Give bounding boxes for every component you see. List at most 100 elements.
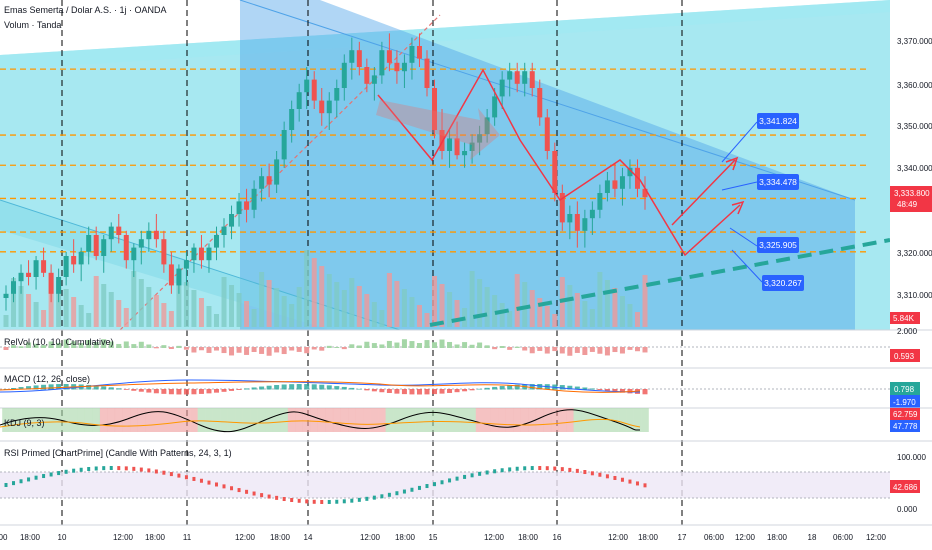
relvol-bar-50 — [379, 344, 385, 348]
kdj-bg-13 — [99, 408, 108, 432]
macd-hist-bar-43 — [326, 385, 332, 390]
relvol-bar-22 — [168, 347, 174, 350]
candle-body-16 — [123, 235, 129, 261]
rsi-candle-44 — [335, 499, 339, 504]
relvol-bar-68 — [514, 346, 520, 348]
candle-body-9 — [71, 256, 77, 265]
relvol-bar-53 — [401, 339, 407, 348]
time-label-6: 12:00 — [235, 533, 256, 542]
candle-body-36 — [274, 159, 280, 185]
macd-hist-bar-45 — [341, 386, 347, 390]
macd-hist-bar-71 — [537, 384, 543, 390]
macd-value-2: -1.970 — [893, 398, 916, 407]
price-axis[interactable]: 3,370.000 3,360.000 3,350.000 3,340.000 … — [890, 0, 932, 550]
rsi-top: 100.000 — [897, 453, 926, 462]
kdj-bg-2 — [17, 408, 25, 432]
volume-bar-70 — [529, 290, 535, 327]
volume-bar-75 — [567, 285, 573, 327]
volume-bar-3 — [26, 294, 32, 327]
macd-hist-bar-6 — [48, 384, 54, 390]
rsi-candle-60 — [455, 476, 459, 481]
volume-bar-71 — [537, 298, 543, 327]
current-price-label: 3,333.800 — [894, 189, 930, 198]
volume-badge: 5.84K — [893, 314, 915, 323]
rsi-candle-79 — [598, 472, 602, 477]
relvol-bar-9 — [71, 341, 77, 348]
relvol-bar-8 — [63, 339, 69, 348]
rsi-candle-82 — [620, 477, 624, 482]
time-axis[interactable]: 00 18:00 10 12:00 18:00 11 12:00 18:00 14 12:00 18… — [0, 524, 932, 542]
rsi-candle-25 — [192, 476, 196, 481]
relvol-scale-top: 2.000 — [897, 327, 918, 336]
rsi-candle-6 — [49, 472, 53, 477]
relvol-bar-12 — [93, 342, 99, 348]
kdj-bg-20 — [152, 408, 161, 432]
candle-body-55 — [416, 46, 422, 59]
relvol-bar-20 — [153, 347, 159, 349]
kdj-pane[interactable]: 62.759 47.778 — [0, 407, 932, 433]
time-label-10: 18:00 — [395, 533, 416, 542]
volume-bar-53 — [401, 289, 407, 327]
volume-bar-36 — [274, 288, 280, 327]
macd-hist-bar-79 — [597, 389, 603, 390]
rsi-candle-21 — [162, 470, 166, 475]
lower-channel-line — [0, 199, 401, 331]
candle-body-2 — [18, 272, 24, 282]
kdj-bg-16 — [122, 408, 131, 432]
candle-body-4 — [33, 260, 39, 277]
kdj-bg-27 — [205, 408, 213, 432]
kdj-bg-45 — [340, 408, 349, 432]
rsi-candle-1 — [12, 481, 16, 486]
rsi-candle-57 — [433, 482, 437, 487]
rsi-candle-17 — [132, 466, 136, 471]
rsi-candle-56 — [425, 484, 429, 489]
macd-pane[interactable]: 0.798 -1.970 — [0, 367, 932, 408]
candle-body-80 — [604, 180, 610, 193]
macd-hist-bar-78 — [589, 388, 595, 390]
macd-hist-bar-11 — [86, 384, 92, 390]
relvol-bar-10 — [78, 343, 84, 348]
macd-hist-bar-21 — [161, 389, 167, 394]
macd-hist-bar-44 — [334, 386, 340, 390]
relvol-bar-67 — [507, 347, 513, 350]
volume-bar-49 — [371, 302, 377, 327]
macd-hist-bar-80 — [604, 389, 610, 391]
candle-body-58 — [439, 130, 445, 151]
rsi-candle-13 — [102, 466, 106, 471]
relvol-bar-62 — [469, 344, 475, 348]
rsi-candle-8 — [64, 469, 68, 474]
volume-bar-50 — [379, 310, 385, 327]
volume-bar-33 — [251, 309, 257, 327]
rsi-pane[interactable]: 100.000 42.686 0.000 — [0, 440, 932, 514]
rsi-candle-72 — [545, 466, 549, 471]
macd-hist-bar-65 — [492, 386, 498, 390]
macd-hist-bar-39 — [296, 384, 302, 390]
macd-hist-bar-70 — [529, 384, 535, 390]
relvol-pane[interactable]: 2.000 0.593 — [0, 327, 932, 362]
relvol-bar-41 — [311, 347, 317, 350]
relvol-bar-55 — [416, 343, 422, 348]
rsi-candle-24 — [184, 475, 188, 480]
rsi-candle-48 — [365, 496, 369, 501]
rsi-candle-68 — [515, 466, 519, 471]
time-label-9: 12:00 — [360, 533, 381, 542]
relvol-bar-35 — [266, 347, 272, 356]
candle-body-20 — [153, 230, 159, 240]
candle-body-74 — [559, 193, 565, 223]
relvol-bar-23 — [176, 345, 182, 348]
volume-bar-69 — [522, 282, 528, 327]
price-pane[interactable]: 3,341.824 3,334.478 3,325.905 3,320.267 — [0, 0, 891, 525]
time-label-11: 15 — [429, 533, 438, 542]
time-label-21: 18 — [808, 533, 817, 542]
candle-body-33 — [251, 188, 257, 210]
rsi-candle-74 — [560, 467, 564, 472]
relvol-bar-7 — [56, 342, 62, 348]
kdj-bg-22 — [167, 408, 176, 432]
kdj-bg-59 — [445, 408, 454, 432]
kdj-bg-0 — [2, 408, 10, 432]
volume-bar-23 — [176, 274, 182, 327]
kdj-bg-34 — [257, 408, 266, 432]
volume-bar-21 — [161, 303, 167, 327]
relvol-bar-16 — [123, 341, 129, 348]
